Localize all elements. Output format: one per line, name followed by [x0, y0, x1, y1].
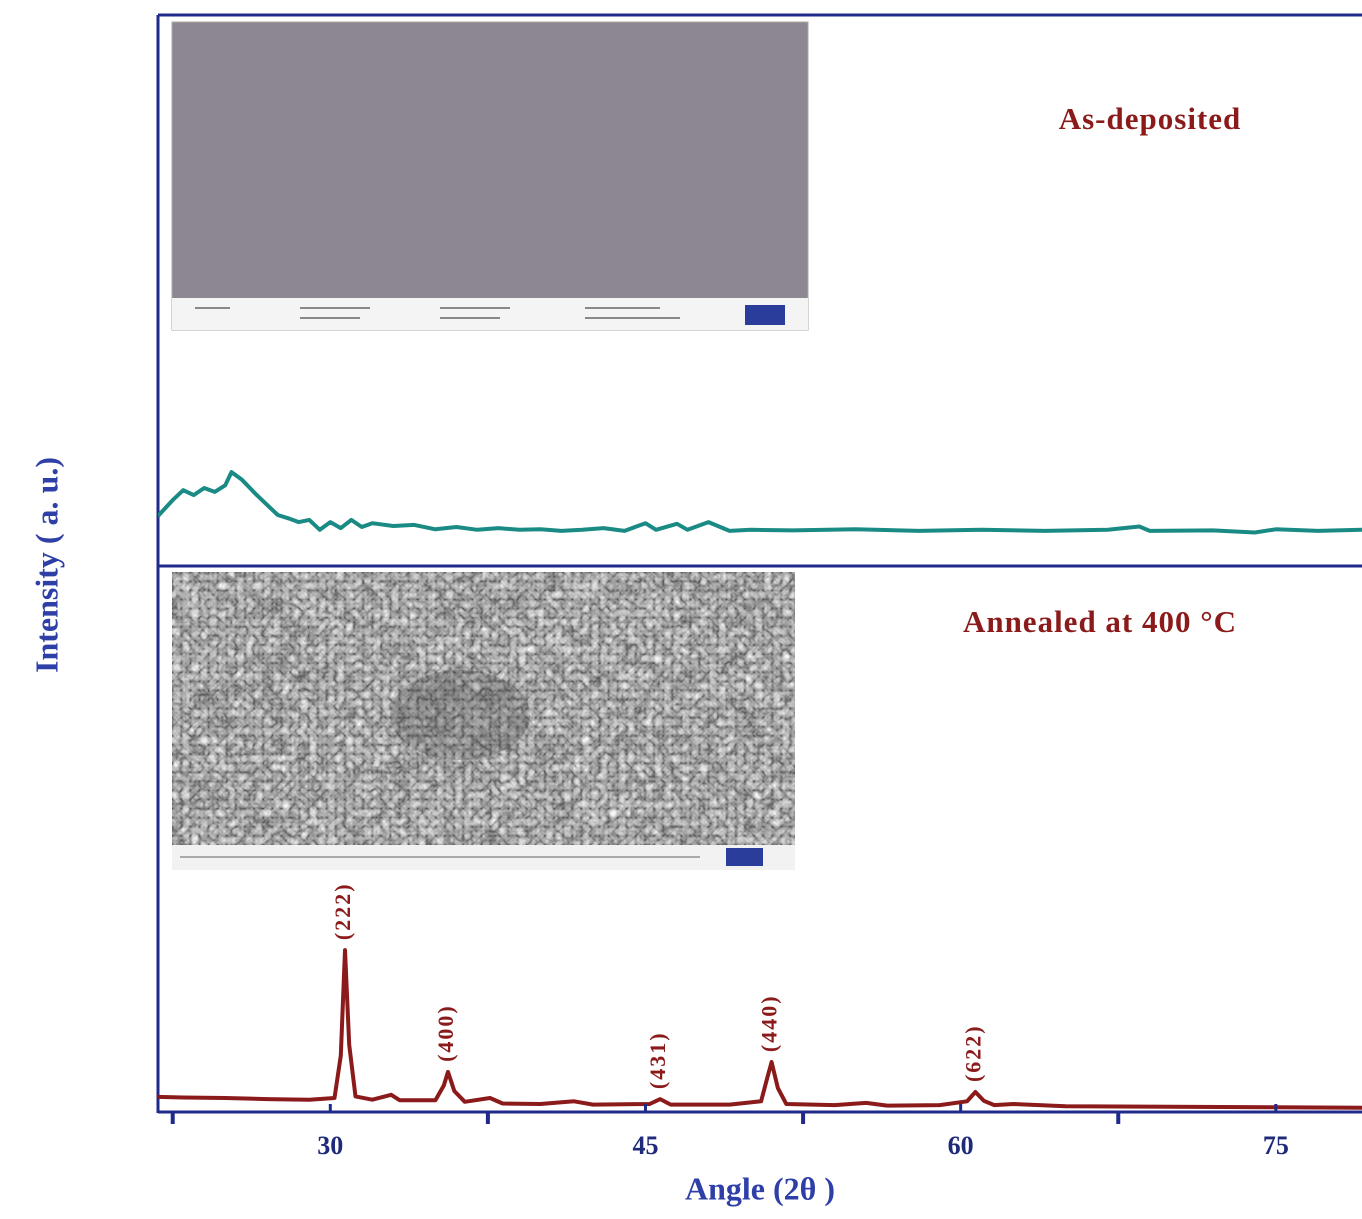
peak-label: (622)	[960, 1024, 985, 1082]
panel-title: Annealed at 400 °C	[963, 604, 1237, 639]
x-tick-label: 75	[1263, 1131, 1289, 1160]
x-axis-title: Angle (2θ )	[685, 1170, 835, 1206]
sem-inset-bottom	[172, 572, 795, 870]
x-tick-label: 60	[948, 1131, 974, 1160]
y-axis-title: Intensity ( a. u.)	[28, 457, 64, 673]
x-tick-label: 45	[632, 1131, 658, 1160]
peak-label: (440)	[757, 994, 782, 1052]
frame	[156, 13, 1362, 1114]
plot-area	[158, 470, 1362, 535]
peak-label: (222)	[330, 882, 355, 940]
x-tick-label: 30	[317, 1131, 343, 1160]
sem-inset-top	[171, 21, 809, 331]
series-line	[158, 470, 1362, 535]
panel-title: As-deposited	[1059, 101, 1242, 136]
peak-label: (431)	[645, 1031, 670, 1089]
peak-label: (400)	[433, 1004, 458, 1062]
series-line	[158, 948, 1362, 1110]
plot-area	[158, 948, 1362, 1110]
